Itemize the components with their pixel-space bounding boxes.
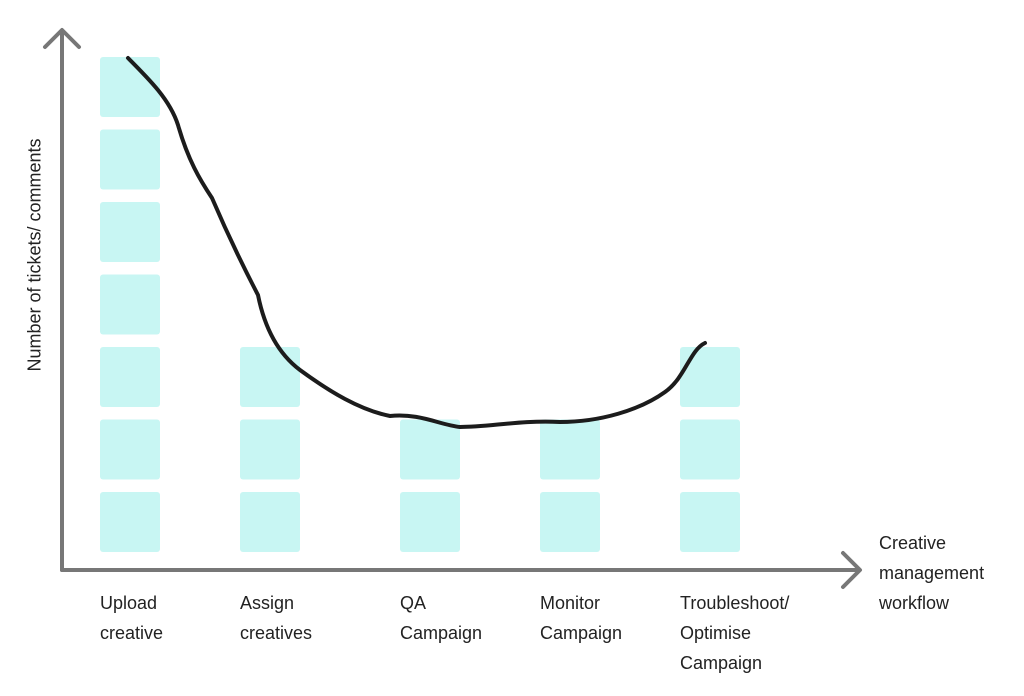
unit-square <box>240 347 300 407</box>
unit-square <box>240 419 300 480</box>
x-tick-label: Troubleshoot/ Optimise Campaign <box>680 593 790 673</box>
bar <box>680 347 740 552</box>
x-axis-label: Creative management workflow <box>879 533 985 613</box>
bar <box>240 347 300 552</box>
unit-square <box>540 419 600 480</box>
x-axis-arrow <box>841 551 862 589</box>
unit-square <box>540 492 600 552</box>
y-axis-arrow <box>43 28 81 49</box>
x-tick-label: Upload creative <box>100 593 164 643</box>
y-axis-label: Number of tickets/ comments <box>24 138 45 372</box>
unit-square <box>680 347 740 407</box>
unit-square <box>680 419 740 480</box>
unit-square <box>680 492 740 552</box>
axes <box>43 28 862 589</box>
trend-curve <box>126 56 707 430</box>
x-tick-label: QA Campaign <box>400 593 483 643</box>
unit-square <box>240 492 300 552</box>
x-tick-label: Assign creatives <box>240 593 313 643</box>
unit-square <box>100 202 160 262</box>
unit-square <box>400 419 460 480</box>
unit-square <box>100 419 160 480</box>
x-tick-label: Monitor Campaign <box>540 593 623 643</box>
unit-square <box>100 492 160 552</box>
unit-square <box>100 274 160 335</box>
unit-square <box>100 57 160 117</box>
unit-square <box>100 347 160 407</box>
unit-square <box>100 129 160 190</box>
bar <box>100 57 160 552</box>
bar <box>400 419 460 552</box>
unit-square <box>400 492 460 552</box>
bar <box>540 419 600 552</box>
bars <box>100 57 740 552</box>
